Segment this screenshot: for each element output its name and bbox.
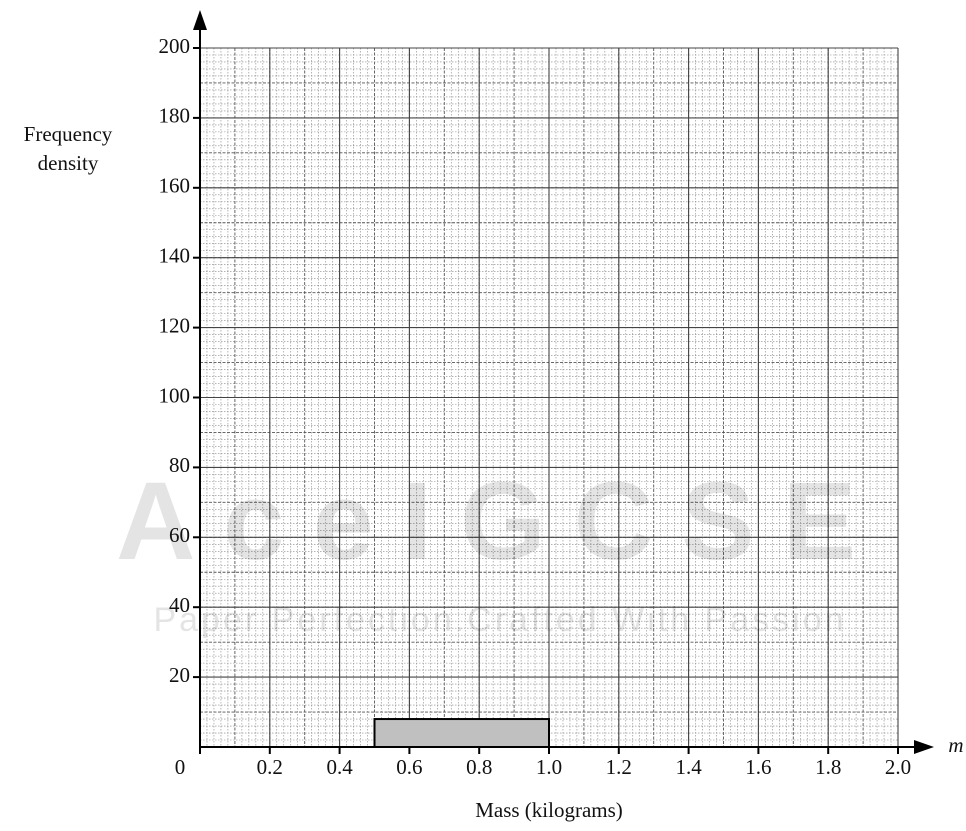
watermark-subtitle: Paper Perfection.Crafted With Passion	[153, 601, 846, 639]
y-axis-label: Frequency	[24, 122, 113, 146]
x-arrow	[914, 740, 934, 754]
x-tick-label: 0	[175, 755, 186, 779]
y-tick-label: 200	[159, 34, 191, 58]
x-tick-label: 0.6	[396, 755, 422, 779]
y-axis-label: density	[38, 151, 99, 175]
y-tick-label: 60	[169, 523, 190, 547]
x-tick-label: 1.6	[745, 755, 771, 779]
y-tick-label: 160	[159, 174, 191, 198]
y-tick-label: 40	[169, 593, 190, 617]
bar	[375, 719, 550, 747]
page: {"chart_data": {"type": "histogram", "yl…	[0, 0, 966, 831]
y-tick-label: 120	[159, 313, 191, 337]
x-tick-label: 1.0	[536, 755, 562, 779]
y-tick-label: 100	[159, 383, 191, 407]
x-tick-label: 0.2	[257, 755, 283, 779]
x-tick-label: 1.4	[675, 755, 702, 779]
x-tick-label: 2.0	[885, 755, 911, 779]
x-tick-label: 1.8	[815, 755, 841, 779]
y-tick-label: 180	[159, 104, 191, 128]
x-tick-label: 0.8	[466, 755, 492, 779]
y-tick-label: 140	[159, 244, 191, 268]
x-axis-label: Mass (kilograms)	[475, 798, 623, 822]
x-tick-label: 1.2	[606, 755, 632, 779]
grid	[200, 48, 898, 747]
chart: AceIGCSE Paper Perfection.Crafted With P…	[0, 0, 966, 831]
x-axis-symbol: m	[948, 733, 963, 757]
watermark-title: AceIGCSE	[116, 460, 884, 583]
y-tick-label: 20	[169, 663, 190, 687]
y-arrow	[193, 10, 207, 30]
y-tick-label: 80	[169, 453, 190, 477]
x-tick-label: 0.4	[326, 755, 353, 779]
